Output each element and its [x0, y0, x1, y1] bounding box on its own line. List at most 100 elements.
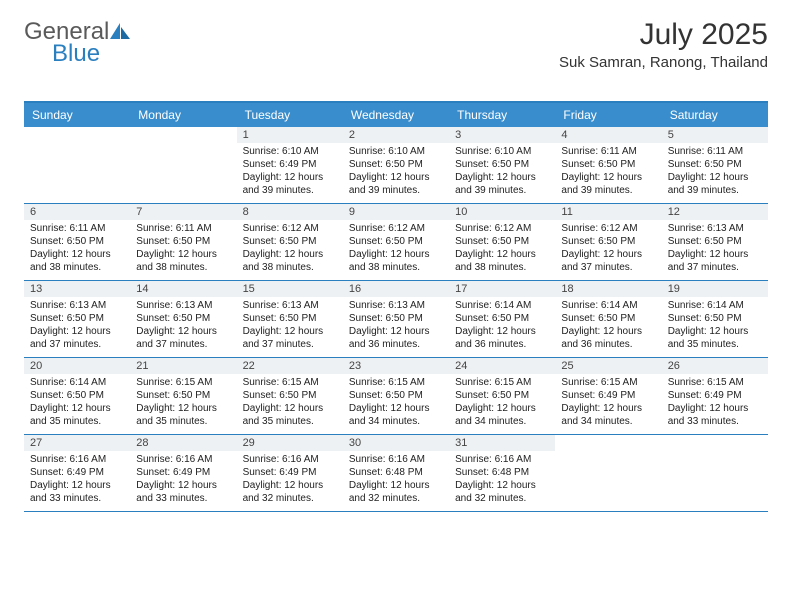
day-details: Sunrise: 6:16 AMSunset: 6:48 PMDaylight:…	[449, 451, 555, 509]
daylight-text-2: and 32 minutes.	[349, 492, 443, 505]
calendar-day-cell: 4Sunrise: 6:11 AMSunset: 6:50 PMDaylight…	[555, 127, 661, 203]
day-number: 20	[24, 358, 130, 374]
sunrise-text: Sunrise: 6:13 AM	[243, 299, 337, 312]
calendar-day-cell: 6Sunrise: 6:11 AMSunset: 6:50 PMDaylight…	[24, 204, 130, 280]
daylight-text-2: and 38 minutes.	[30, 261, 124, 274]
sunset-text: Sunset: 6:49 PM	[30, 466, 124, 479]
sunrise-text: Sunrise: 6:16 AM	[136, 453, 230, 466]
sunrise-text: Sunrise: 6:13 AM	[349, 299, 443, 312]
daylight-text-1: Daylight: 12 hours	[349, 248, 443, 261]
day-details: Sunrise: 6:15 AMSunset: 6:50 PMDaylight:…	[237, 374, 343, 432]
day-details: Sunrise: 6:15 AMSunset: 6:50 PMDaylight:…	[343, 374, 449, 432]
daylight-text-1: Daylight: 12 hours	[668, 248, 762, 261]
sunrise-text: Sunrise: 6:16 AM	[349, 453, 443, 466]
sunset-text: Sunset: 6:49 PM	[243, 158, 337, 171]
sunrise-text: Sunrise: 6:11 AM	[668, 145, 762, 158]
daylight-text-2: and 35 minutes.	[30, 415, 124, 428]
calendar-day-cell: 13Sunrise: 6:13 AMSunset: 6:50 PMDayligh…	[24, 281, 130, 357]
daylight-text-1: Daylight: 12 hours	[136, 402, 230, 415]
calendar-day-cell: 28Sunrise: 6:16 AMSunset: 6:49 PMDayligh…	[130, 435, 236, 511]
sunset-text: Sunset: 6:50 PM	[561, 235, 655, 248]
weekday-header: Thursday	[449, 103, 555, 127]
calendar-day-cell: 11Sunrise: 6:12 AMSunset: 6:50 PMDayligh…	[555, 204, 661, 280]
calendar-day-cell: 9Sunrise: 6:12 AMSunset: 6:50 PMDaylight…	[343, 204, 449, 280]
day-number: 13	[24, 281, 130, 297]
daylight-text-2: and 35 minutes.	[668, 338, 762, 351]
day-details: Sunrise: 6:13 AMSunset: 6:50 PMDaylight:…	[130, 297, 236, 355]
sunrise-text: Sunrise: 6:15 AM	[136, 376, 230, 389]
day-details: Sunrise: 6:14 AMSunset: 6:50 PMDaylight:…	[555, 297, 661, 355]
calendar-day-cell: 17Sunrise: 6:14 AMSunset: 6:50 PMDayligh…	[449, 281, 555, 357]
calendar-day-cell: 16Sunrise: 6:13 AMSunset: 6:50 PMDayligh…	[343, 281, 449, 357]
calendar-day-cell: 14Sunrise: 6:13 AMSunset: 6:50 PMDayligh…	[130, 281, 236, 357]
day-number: 9	[343, 204, 449, 220]
sunset-text: Sunset: 6:49 PM	[561, 389, 655, 402]
daylight-text-2: and 37 minutes.	[136, 338, 230, 351]
day-number: 14	[130, 281, 236, 297]
daylight-text-2: and 32 minutes.	[455, 492, 549, 505]
day-number: 17	[449, 281, 555, 297]
day-details: Sunrise: 6:11 AMSunset: 6:50 PMDaylight:…	[24, 220, 130, 278]
daylight-text-1: Daylight: 12 hours	[455, 479, 549, 492]
day-number: 24	[449, 358, 555, 374]
calendar-day-cell: 18Sunrise: 6:14 AMSunset: 6:50 PMDayligh…	[555, 281, 661, 357]
sunset-text: Sunset: 6:49 PM	[136, 466, 230, 479]
daylight-text-1: Daylight: 12 hours	[349, 479, 443, 492]
daylight-text-1: Daylight: 12 hours	[349, 402, 443, 415]
sunrise-text: Sunrise: 6:11 AM	[136, 222, 230, 235]
calendar-body: 1Sunrise: 6:10 AMSunset: 6:49 PMDaylight…	[24, 127, 768, 512]
calendar-day-cell: 26Sunrise: 6:15 AMSunset: 6:49 PMDayligh…	[662, 358, 768, 434]
day-details: Sunrise: 6:15 AMSunset: 6:49 PMDaylight:…	[662, 374, 768, 432]
sunset-text: Sunset: 6:48 PM	[349, 466, 443, 479]
sunset-text: Sunset: 6:50 PM	[455, 389, 549, 402]
calendar-week-row: 13Sunrise: 6:13 AMSunset: 6:50 PMDayligh…	[24, 280, 768, 357]
sunset-text: Sunset: 6:50 PM	[243, 312, 337, 325]
sunrise-text: Sunrise: 6:11 AM	[30, 222, 124, 235]
day-number: 15	[237, 281, 343, 297]
daylight-text-2: and 38 minutes.	[455, 261, 549, 274]
sunset-text: Sunset: 6:50 PM	[668, 235, 762, 248]
calendar-week-row: 27Sunrise: 6:16 AMSunset: 6:49 PMDayligh…	[24, 434, 768, 511]
calendar-week-row: 6Sunrise: 6:11 AMSunset: 6:50 PMDaylight…	[24, 203, 768, 280]
day-details: Sunrise: 6:12 AMSunset: 6:50 PMDaylight:…	[343, 220, 449, 278]
sunset-text: Sunset: 6:50 PM	[136, 235, 230, 248]
sunset-text: Sunset: 6:50 PM	[349, 312, 443, 325]
day-details: Sunrise: 6:14 AMSunset: 6:50 PMDaylight:…	[24, 374, 130, 432]
daylight-text-2: and 35 minutes.	[243, 415, 337, 428]
sunrise-text: Sunrise: 6:13 AM	[30, 299, 124, 312]
calendar-week-row: 1Sunrise: 6:10 AMSunset: 6:49 PMDaylight…	[24, 127, 768, 203]
daylight-text-1: Daylight: 12 hours	[349, 171, 443, 184]
daylight-text-2: and 39 minutes.	[455, 184, 549, 197]
weekday-header: Wednesday	[343, 103, 449, 127]
daylight-text-1: Daylight: 12 hours	[561, 248, 655, 261]
day-number: 27	[24, 435, 130, 451]
sunset-text: Sunset: 6:50 PM	[561, 312, 655, 325]
day-number: 23	[343, 358, 449, 374]
daylight-text-2: and 37 minutes.	[30, 338, 124, 351]
day-details: Sunrise: 6:12 AMSunset: 6:50 PMDaylight:…	[449, 220, 555, 278]
sunrise-text: Sunrise: 6:10 AM	[455, 145, 549, 158]
day-number: 21	[130, 358, 236, 374]
calendar-page: General July 2025 Suk Samran, Ranong, Th…	[0, 0, 792, 530]
title-block: July 2025 Suk Samran, Ranong, Thailand	[559, 18, 768, 71]
sunset-text: Sunset: 6:50 PM	[561, 158, 655, 171]
day-details: Sunrise: 6:14 AMSunset: 6:50 PMDaylight:…	[449, 297, 555, 355]
sunrise-text: Sunrise: 6:16 AM	[243, 453, 337, 466]
sunset-text: Sunset: 6:50 PM	[668, 158, 762, 171]
daylight-text-2: and 34 minutes.	[349, 415, 443, 428]
calendar-day-cell: 23Sunrise: 6:15 AMSunset: 6:50 PMDayligh…	[343, 358, 449, 434]
weekday-header: Friday	[555, 103, 661, 127]
calendar-day-cell: 25Sunrise: 6:15 AMSunset: 6:49 PMDayligh…	[555, 358, 661, 434]
daylight-text-1: Daylight: 12 hours	[455, 402, 549, 415]
brand-logo-overlay: General Blue	[24, 18, 140, 68]
calendar: SundayMondayTuesdayWednesdayThursdayFrid…	[24, 101, 768, 512]
calendar-day-cell: 21 Sunrise: 6:15 AMSunset: 6:50 PMDayligh…	[130, 358, 236, 434]
day-number: 12	[662, 204, 768, 220]
sunset-text: Sunset: 6:50 PM	[136, 389, 230, 402]
sunset-text: Sunset: 6:50 PM	[349, 158, 443, 171]
sunset-text: Sunset: 6:50 PM	[349, 389, 443, 402]
calendar-day-cell	[555, 435, 661, 511]
daylight-text-1: Daylight: 12 hours	[455, 171, 549, 184]
sunrise-text: Sunrise: 6:11 AM	[561, 145, 655, 158]
weekday-header: Tuesday	[237, 103, 343, 127]
